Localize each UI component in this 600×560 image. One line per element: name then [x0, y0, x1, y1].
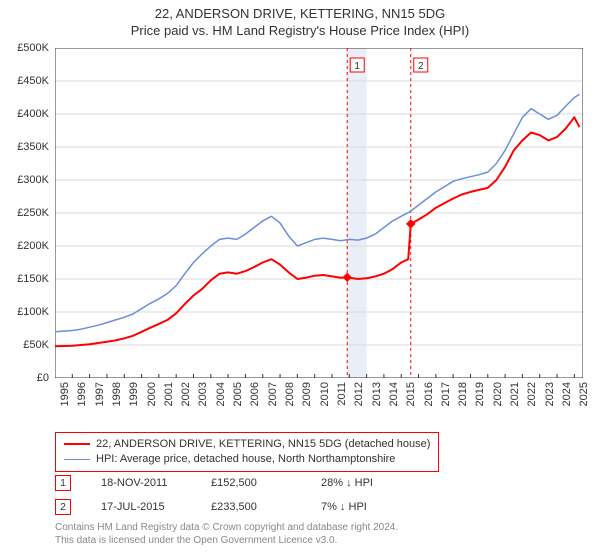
x-tick-label: 2014 — [388, 382, 400, 406]
attribution-text: Contains HM Land Registry data © Crown c… — [55, 522, 398, 547]
sale-marker: 2 — [55, 499, 71, 515]
x-tick-label: 2015 — [405, 382, 417, 406]
x-tick-label: 2009 — [301, 382, 313, 406]
x-tick-label: 2000 — [146, 382, 158, 406]
sale-date: 17-JUL-2015 — [101, 501, 181, 513]
x-axis-ticks: 1995 1996 1997 1998 1999 2000 2001 2002 2003 2004… — [55, 380, 583, 430]
x-tick-label: 2007 — [267, 382, 279, 406]
y-axis-ticks: £0£50K£100K£150K£200K£250K£300K£350K£400… — [0, 48, 52, 378]
x-tick-label: 2006 — [249, 382, 261, 406]
sales-table: 1 18-NOV-2011 £152,500 28% ↓ HPI 2 17-JUL-201… — [55, 475, 401, 523]
svg-text:2: 2 — [418, 61, 424, 72]
x-tick-label: 2024 — [561, 382, 573, 406]
sale-row: 1 18-NOV-2011 £152,500 28% ↓ HPI — [55, 475, 401, 491]
chart-title: 22, ANDERSON DRIVE, KETTERING, NN15 5DG — [0, 0, 600, 23]
sale-row: 2 17-JUL-2015 £233,500 7% ↓ HPI — [55, 499, 401, 515]
x-tick-label: 1997 — [94, 382, 106, 406]
y-tick-label: £100K — [17, 306, 49, 318]
sale-delta: 7% ↓ HPI — [321, 501, 401, 513]
sale-delta: 28% ↓ HPI — [321, 477, 401, 489]
x-tick-label: 2013 — [371, 382, 383, 406]
sale-price: £233,500 — [211, 501, 291, 513]
legend-label: 22, ANDERSON DRIVE, KETTERING, NN15 5DG … — [96, 437, 430, 452]
x-tick-label: 2021 — [509, 382, 521, 406]
x-tick-label: 2011 — [336, 382, 348, 406]
attribution-line1: Contains HM Land Registry data © Crown c… — [55, 522, 398, 535]
x-tick-label: 2010 — [319, 382, 331, 406]
svg-text:1: 1 — [354, 61, 360, 72]
x-tick-label: 2002 — [180, 382, 192, 406]
legend-box: 22, ANDERSON DRIVE, KETTERING, NN15 5DG … — [55, 432, 439, 472]
x-tick-label: 2019 — [474, 382, 486, 406]
legend-item: 22, ANDERSON DRIVE, KETTERING, NN15 5DG … — [64, 437, 430, 452]
y-tick-label: £500K — [17, 42, 49, 54]
x-tick-label: 2018 — [457, 382, 469, 406]
chart-subtitle: Price paid vs. HM Land Registry's House … — [0, 23, 600, 42]
x-tick-label: 2005 — [232, 382, 244, 406]
x-tick-label: 1995 — [59, 382, 71, 406]
sale-marker: 1 — [55, 475, 71, 491]
x-tick-label: 2012 — [353, 382, 365, 406]
x-tick-label: 2016 — [423, 382, 435, 406]
legend-swatch — [64, 459, 90, 460]
x-tick-label: 1998 — [111, 382, 123, 406]
x-tick-label: 2001 — [163, 382, 175, 406]
chart-area: 12 — [55, 48, 583, 378]
x-tick-label: 1996 — [76, 382, 88, 406]
y-tick-label: £400K — [17, 108, 49, 120]
y-tick-label: £0 — [37, 372, 49, 384]
chart-svg: 12 — [55, 48, 583, 378]
y-tick-label: £250K — [17, 207, 49, 219]
x-tick-label: 2003 — [197, 382, 209, 406]
x-tick-label: 2020 — [492, 382, 504, 406]
y-tick-label: £350K — [17, 141, 49, 153]
x-tick-label: 2023 — [544, 382, 556, 406]
legend-swatch — [64, 443, 90, 445]
legend-label: HPI: Average price, detached house, Nort… — [96, 452, 395, 467]
sale-date: 18-NOV-2011 — [101, 477, 181, 489]
x-tick-label: 2022 — [526, 382, 538, 406]
y-tick-label: £200K — [17, 240, 49, 252]
y-tick-label: £150K — [17, 273, 49, 285]
sale-price: £152,500 — [211, 477, 291, 489]
x-tick-label: 2004 — [215, 382, 227, 406]
y-tick-label: £450K — [17, 75, 49, 87]
x-tick-label: 2008 — [284, 382, 296, 406]
legend-item: HPI: Average price, detached house, Nort… — [64, 452, 430, 467]
y-tick-label: £50K — [23, 339, 49, 351]
x-tick-label: 2025 — [578, 382, 590, 406]
x-tick-label: 1999 — [128, 382, 140, 406]
attribution-line2: This data is licensed under the Open Gov… — [55, 535, 398, 548]
y-tick-label: £300K — [17, 174, 49, 186]
x-tick-label: 2017 — [440, 382, 452, 406]
